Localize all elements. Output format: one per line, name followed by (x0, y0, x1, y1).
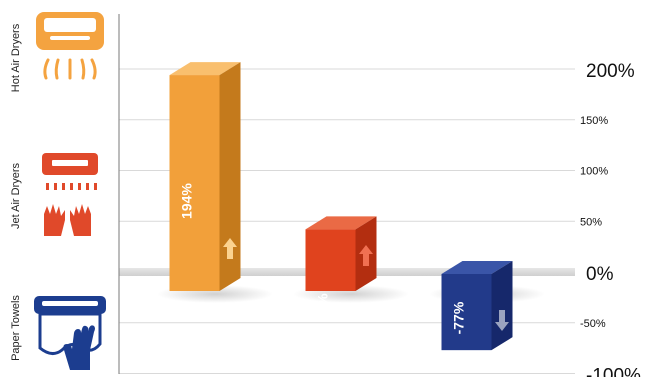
y-tick-label: 0% (586, 264, 614, 285)
bar-front-face (169, 75, 220, 291)
category-label-jet-air-dryers: Jet Air Dryers (10, 162, 22, 229)
y-tick-label: -50% (580, 318, 606, 330)
bar-side-face (219, 62, 241, 292)
arrow-up-icon (223, 238, 237, 259)
category-label-paper-towels: Paper Towels (10, 295, 22, 361)
bar-data-label: -77% (451, 301, 467, 334)
y-tick-labels: 200% 150% 100% 50% 0% -50% -100% (580, 61, 641, 377)
bar-front-face (305, 229, 356, 291)
bar-paper-towels: -77% (441, 261, 513, 351)
bar-top-face (305, 216, 377, 230)
category-label-hot-air-dryers: Hot Air Dryers (10, 23, 22, 92)
y-tick-label: -100% (586, 366, 641, 377)
bar-hot-air-dryers: 194% (169, 62, 241, 292)
bars: 194% 42% -77% (169, 62, 513, 351)
bar-top-face (169, 62, 241, 76)
y-tick-label: 100% (580, 166, 608, 178)
bar-jet-air-dryers: 42% (305, 216, 377, 322)
category-labels: Hot Air Dryers Jet Air Dryers Paper Towe… (10, 23, 22, 361)
bar-data-label: 42% (315, 293, 331, 322)
hot-air-dryer-icon (36, 12, 104, 80)
bar-top-face (441, 261, 513, 274)
bar-side-face (491, 261, 513, 351)
y-tick-label: 50% (580, 216, 602, 228)
y-tick-label: 150% (580, 115, 608, 127)
jet-air-dryer-icon (42, 153, 98, 236)
arrow-down-icon (495, 310, 509, 331)
arrow-up-icon (359, 245, 373, 266)
paper-towel-icon (34, 296, 106, 370)
y-tick-label: 200% (586, 61, 635, 82)
bar-front-face (441, 274, 492, 351)
bar-data-label: 194% (179, 183, 195, 219)
